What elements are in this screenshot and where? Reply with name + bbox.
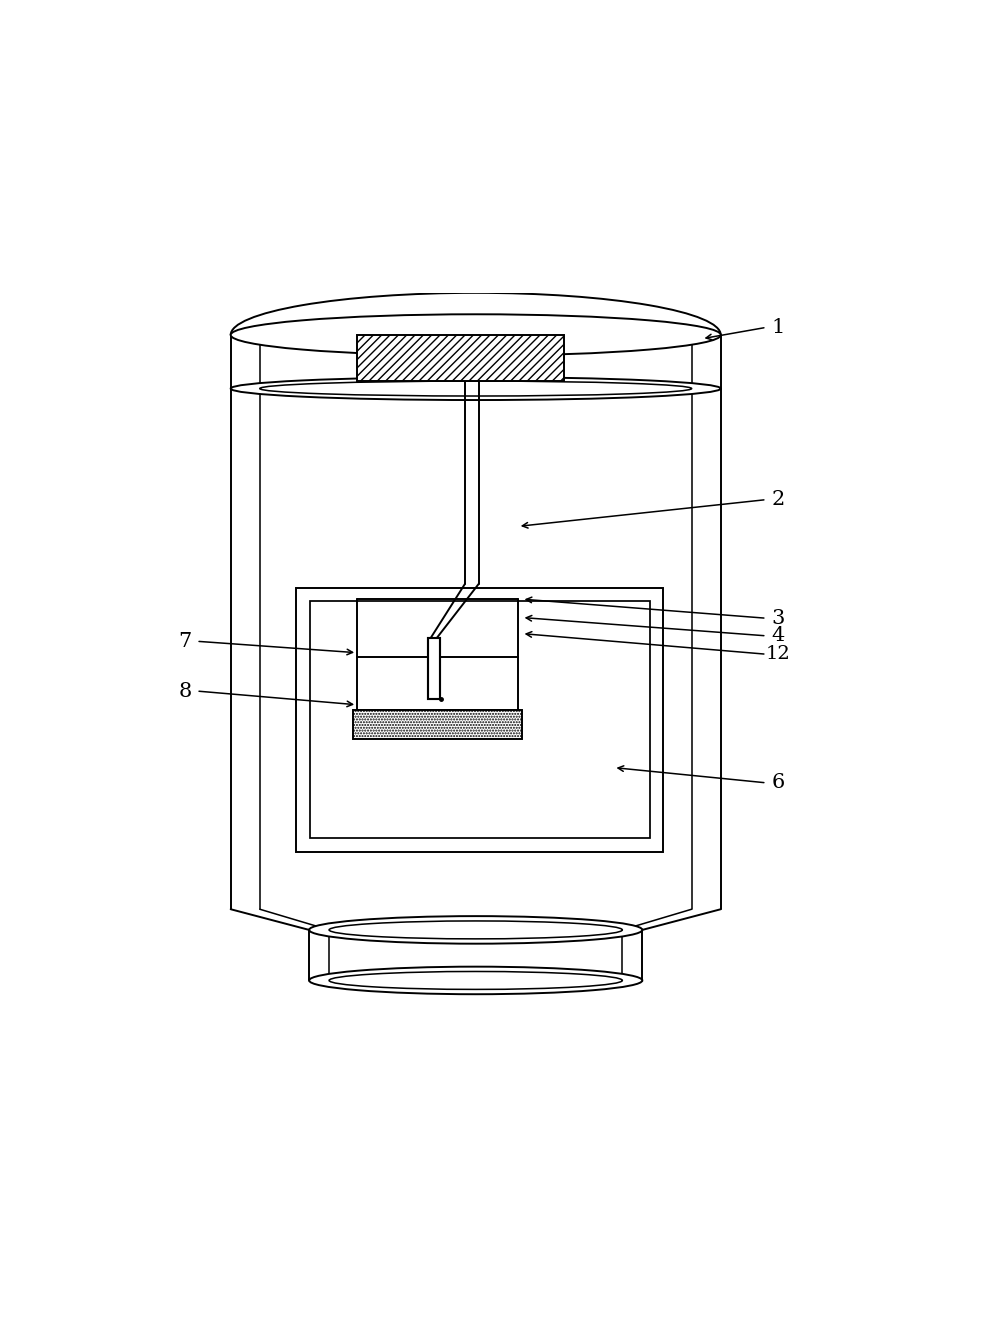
Bar (309, 601, 649, 838)
Text: 6: 6 (772, 773, 784, 792)
Ellipse shape (230, 377, 720, 400)
Text: 12: 12 (766, 645, 790, 664)
Ellipse shape (230, 314, 720, 356)
Ellipse shape (309, 917, 642, 943)
Text: 8: 8 (178, 681, 192, 701)
Text: 4: 4 (772, 626, 784, 645)
Ellipse shape (329, 971, 622, 989)
Text: 2: 2 (772, 490, 784, 508)
Ellipse shape (329, 921, 622, 939)
Text: 1: 1 (772, 318, 784, 337)
Bar (428, 638, 440, 698)
Ellipse shape (260, 381, 692, 396)
Bar (295, 587, 663, 852)
Ellipse shape (309, 966, 642, 994)
Text: 3: 3 (772, 609, 784, 628)
Bar (357, 334, 564, 381)
Bar (354, 710, 522, 739)
Ellipse shape (230, 293, 720, 377)
Text: 7: 7 (178, 632, 192, 650)
